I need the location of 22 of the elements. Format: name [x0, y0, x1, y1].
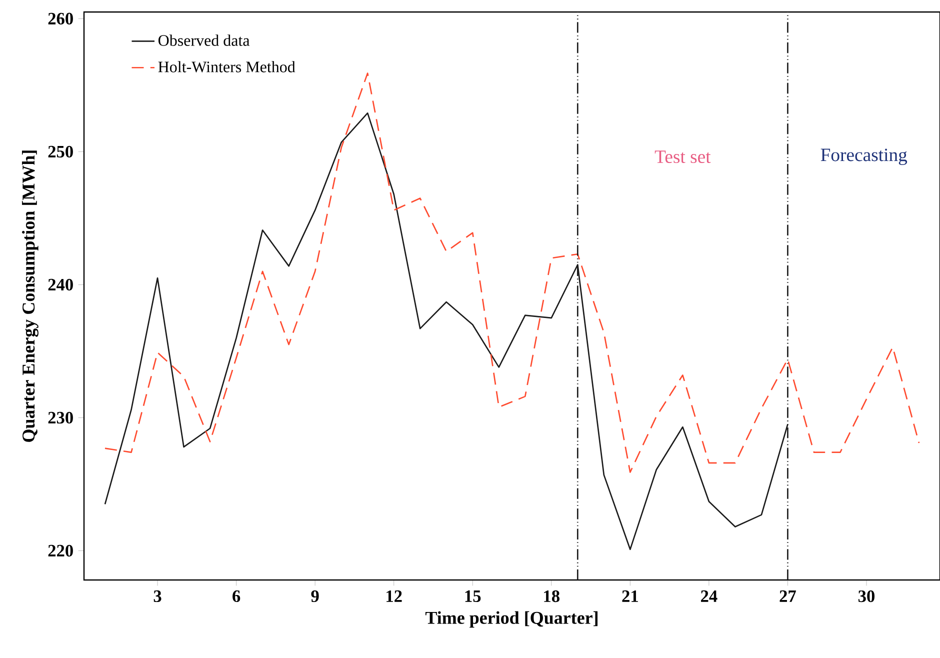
legend-label: Holt-Winters Method — [158, 61, 296, 72]
x-tick-label: 3 — [154, 590, 162, 602]
y-axis-title: Quarter Energy Consumption [MWh] — [22, 150, 38, 442]
x-tick-label: 15 — [465, 590, 481, 602]
annotation: Forecasting — [820, 148, 908, 166]
x-tick-label: 9 — [311, 590, 319, 602]
y-tick-label: 220 — [48, 544, 73, 557]
x-tick-label: 18 — [544, 590, 560, 602]
annotation: Test set — [654, 150, 711, 164]
x-tick-label: 6 — [232, 590, 240, 602]
legend-label: Observed data — [158, 34, 250, 46]
y-tick-label: 260 — [48, 12, 73, 24]
y-tick-label: 230 — [48, 412, 73, 424]
x-tick-label: 12 — [386, 590, 402, 602]
x-tick-label: 27 — [780, 590, 796, 602]
y-tick-label: 240 — [48, 278, 73, 291]
line-series — [104, 72, 920, 473]
y-tick-label: 250 — [48, 146, 73, 158]
x-tick-label: 21 — [622, 590, 638, 602]
x-tick-label: 30 — [858, 590, 874, 602]
x-tick-label: 24 — [701, 590, 718, 602]
x-axis-title: Time period [Quarter] — [425, 611, 598, 628]
